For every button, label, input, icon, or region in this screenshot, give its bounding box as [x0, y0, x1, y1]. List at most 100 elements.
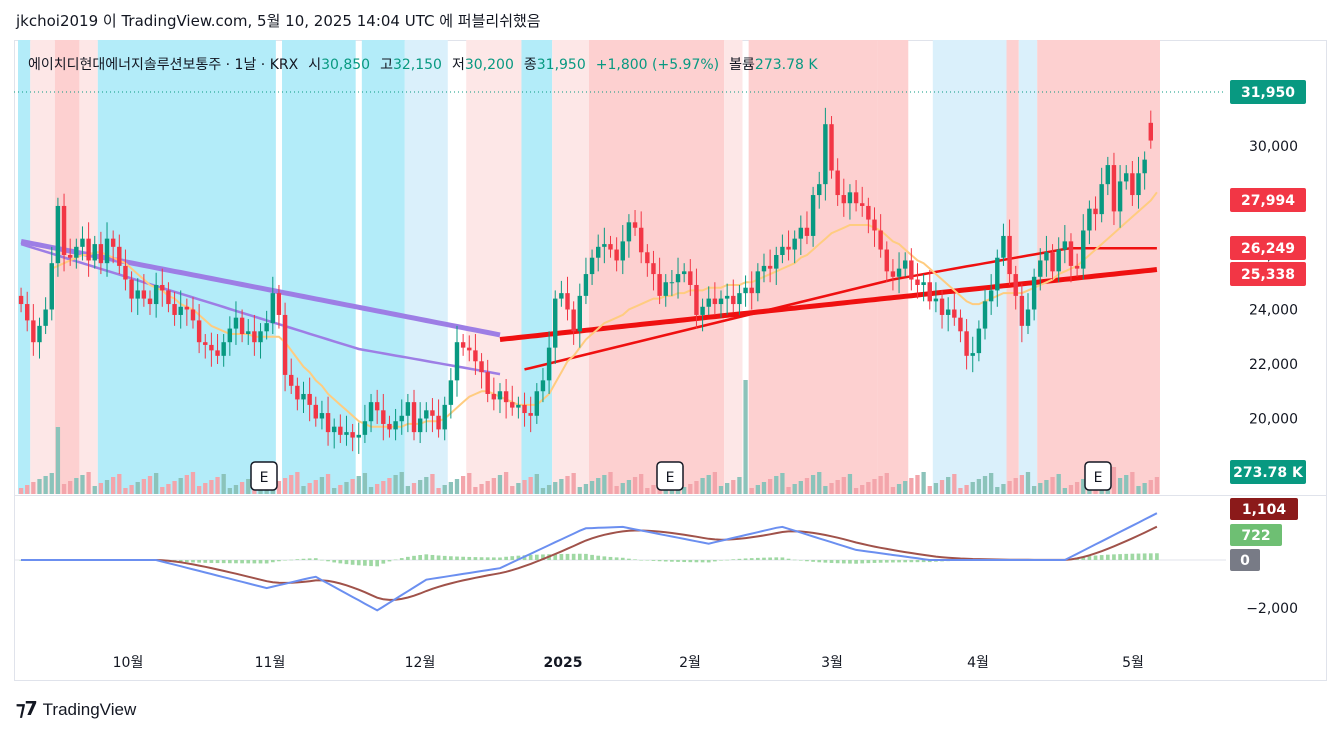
volume-bar — [798, 481, 803, 494]
volume-bar — [295, 472, 300, 494]
legend-volume-label: 볼륨 — [729, 57, 755, 73]
candle — [74, 246, 79, 258]
volume-bar — [129, 485, 134, 494]
macd-histogram-bar — [270, 560, 275, 563]
volume-bar — [117, 474, 122, 494]
volume-bar — [172, 481, 177, 494]
candle — [1007, 235, 1012, 275]
price-tag — [1230, 188, 1306, 212]
candle — [878, 230, 883, 250]
legend-symbol: 에이치디현대에너지솔루션보통주 · 1날 · KRX — [28, 57, 299, 73]
volume-bar — [479, 484, 484, 494]
macd-tag-label: 1,104 — [1242, 502, 1287, 518]
volume-bar — [485, 481, 490, 494]
earnings-marker-label: E — [1094, 470, 1103, 486]
candle — [638, 227, 644, 253]
candle — [829, 124, 834, 171]
macd-histogram-bar — [762, 557, 766, 560]
macd-histogram-bar — [350, 560, 355, 565]
y-tick-label: 24,000 — [1249, 303, 1298, 319]
macd-histogram-bar — [418, 555, 422, 560]
macd-histogram-bar — [473, 557, 478, 560]
macd-histogram-bar — [553, 554, 558, 560]
volume-bar — [553, 482, 558, 494]
macd-histogram-bar — [608, 556, 613, 560]
volume-bar — [626, 480, 632, 494]
candle — [1081, 230, 1086, 269]
macd-histogram-bar — [498, 557, 502, 560]
tradingview-brand[interactable]: ⁊𝟳 TradingView — [16, 698, 136, 721]
volume-bar — [964, 485, 969, 494]
macd-histogram-bar — [688, 560, 693, 563]
legend-volume: 273.78 K — [754, 57, 818, 73]
volume-bar — [909, 478, 914, 494]
volume-bar — [958, 488, 963, 494]
candle — [780, 246, 785, 255]
signal-band — [282, 40, 356, 494]
macd-histogram-bar — [805, 560, 809, 562]
candle — [583, 274, 589, 296]
candle — [325, 413, 331, 433]
macd-histogram-bar — [369, 560, 373, 567]
macd-histogram-bar — [927, 560, 932, 563]
volume-bar — [473, 487, 478, 494]
macd-histogram-bar — [792, 559, 797, 561]
volume-bar — [682, 487, 687, 494]
volume-bar — [982, 476, 988, 494]
candle — [135, 290, 140, 299]
candle — [153, 284, 159, 305]
candle — [31, 320, 36, 343]
macd-histogram-bar — [356, 560, 361, 566]
legend-high-label: 고 — [380, 57, 393, 73]
candle — [1087, 208, 1092, 231]
macd-histogram-bar — [676, 560, 680, 562]
candle — [792, 238, 797, 250]
legend-change: +1,800 (+5.97%) — [595, 57, 720, 73]
candle — [866, 205, 871, 220]
volume-bar — [368, 487, 374, 494]
macd-histogram-bar — [823, 560, 828, 563]
x-tick-label: 3월 — [821, 655, 843, 671]
volume-bar — [890, 487, 896, 494]
candle — [1019, 295, 1025, 326]
candle — [810, 195, 816, 236]
macd-histogram-bar — [848, 560, 852, 564]
volume-bar — [786, 487, 791, 494]
macd-signal-line — [21, 525, 1158, 601]
macd-histogram-bar — [307, 558, 312, 560]
macd-histogram-bar — [320, 559, 324, 561]
macd-histogram-bar — [289, 559, 294, 561]
y-tick-label: 22,000 — [1249, 357, 1298, 373]
volume-bar — [632, 477, 638, 494]
macd-histogram-bar — [559, 553, 564, 560]
price-tag — [1230, 460, 1306, 484]
tradingview-logo-icon: ⁊𝟳 — [16, 699, 38, 720]
macd-histogram-bar — [430, 554, 435, 560]
macd-histogram-bar — [627, 558, 631, 560]
volume-bar — [767, 479, 773, 494]
candle — [804, 227, 810, 236]
macd-histogram-bar — [424, 554, 429, 560]
macd-histogram-bar — [817, 560, 822, 563]
macd-histogram-bar — [731, 559, 736, 560]
earnings-marker — [1084, 461, 1112, 491]
macd-histogram-bar — [743, 558, 748, 560]
signal-band — [1018, 40, 1038, 494]
macd-histogram-bar — [1148, 553, 1153, 560]
macd-histogram-bar — [829, 560, 834, 563]
candle — [49, 263, 54, 310]
volume-bar — [405, 486, 411, 494]
macd-histogram-bar — [406, 556, 410, 560]
candle — [485, 372, 490, 394]
candle — [706, 298, 711, 307]
macd-histogram-bar — [1136, 553, 1141, 560]
volume-bar — [528, 477, 533, 494]
candle — [276, 293, 282, 315]
volume-bar — [1117, 478, 1123, 494]
candle — [841, 195, 847, 204]
macd-histogram-bar — [455, 556, 459, 560]
volume-bar — [817, 472, 822, 494]
candle — [80, 238, 85, 247]
macd-histogram-bar — [363, 560, 367, 566]
